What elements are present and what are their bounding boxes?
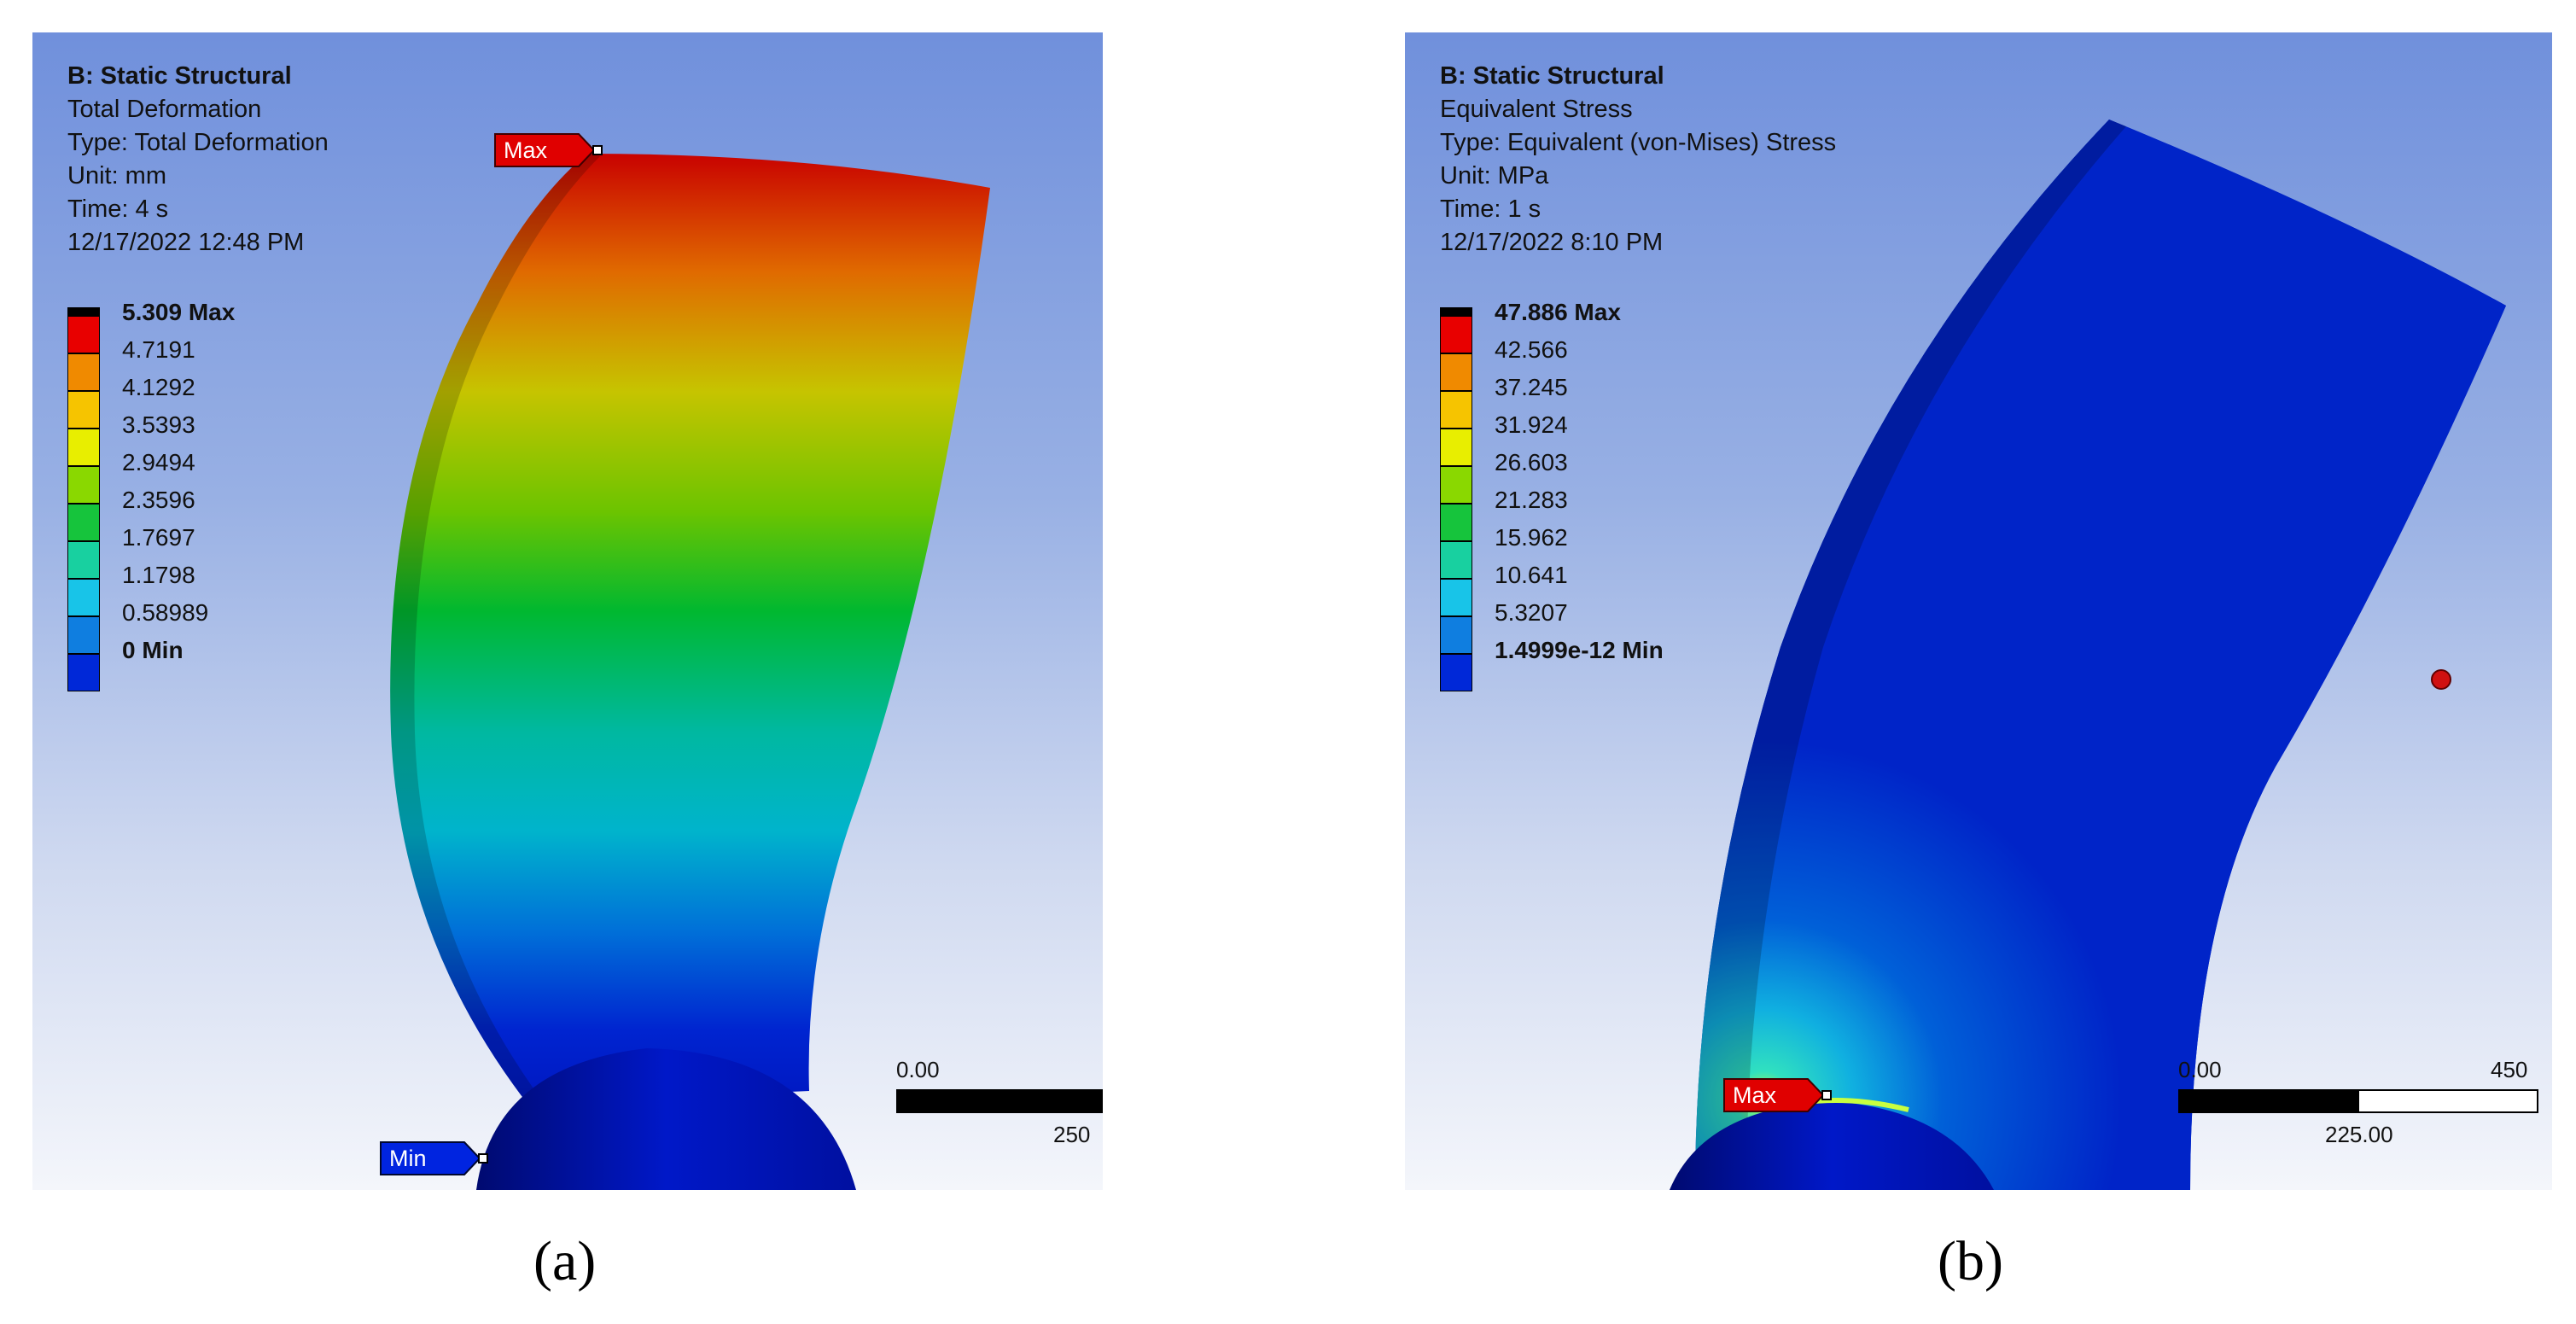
max-tag-label: Max <box>1733 1082 1777 1108</box>
legend-swatch <box>67 353 100 391</box>
legend-cap <box>67 307 100 316</box>
legend-swatch <box>67 541 100 579</box>
legend-swatch <box>1440 429 1472 466</box>
legend-swatch <box>1440 541 1472 579</box>
legend-swatch <box>1440 504 1472 541</box>
result-date: 12/17/2022 8:10 PM <box>1440 229 1664 256</box>
legend-swatch <box>67 504 100 541</box>
result-type: Type: Equivalent (von-Mises) Stress <box>1440 129 1837 156</box>
tag-shape <box>494 133 603 167</box>
min-tag-label: Min <box>389 1146 427 1171</box>
blade-geometry-stress <box>1670 120 2506 1190</box>
result-time: Time: 1 s <box>1440 195 1542 223</box>
legend-swatch <box>67 579 100 616</box>
result-unit: Unit: mm <box>67 162 166 190</box>
result-unit: Unit: MPa <box>1440 162 1549 190</box>
legend-max-label: 47.886 Max <box>1495 299 1621 325</box>
hub <box>476 1048 856 1190</box>
legend-level-label: 10.641 <box>1495 562 1568 588</box>
legend-swatch <box>1440 579 1472 616</box>
legend-level-label: 26.603 <box>1495 449 1568 475</box>
legend-min-label: 0 Min <box>122 637 184 663</box>
result-info: B: Static Structural Total Deformation T… <box>67 60 329 260</box>
result-name: Equivalent Stress <box>1440 96 1633 123</box>
result-time: Time: 4 s <box>67 195 169 223</box>
legend-level-label: 37.245 <box>1495 374 1568 400</box>
legend-level-label: 1.1798 <box>122 562 195 588</box>
legend-swatch <box>1440 466 1472 504</box>
scale-start: 0.00 <box>896 1057 940 1082</box>
legend-level-label: 31.924 <box>1495 411 1568 438</box>
legend-level-label: 4.1292 <box>122 374 195 400</box>
legend-swatch <box>67 429 100 466</box>
legend-level-label: 2.9494 <box>122 449 195 475</box>
legend-level-label: 5.3207 <box>1495 599 1568 626</box>
scale-end: 250 <box>1053 1122 1091 1147</box>
analysis-title: B: Static Structural <box>1440 62 1664 90</box>
scale-bar: 0.00 250 <box>896 1057 1103 1159</box>
scale-mid: 225.00 <box>2325 1122 2393 1147</box>
max-tag-label: Max <box>504 137 548 163</box>
legend-level-label: 3.5393 <box>122 411 195 438</box>
legend-swatch <box>67 616 100 654</box>
blade-body <box>390 154 991 1104</box>
result-type: Type: Total Deformation <box>67 129 329 156</box>
max-probe-tag[interactable]: Max <box>493 132 603 168</box>
legend-max-label: 5.309 Max <box>122 299 236 325</box>
caption-a: (a) <box>533 1230 597 1292</box>
scale-bar: 0.00 450 225.00 <box>2178 1057 2545 1159</box>
legend-swatch <box>1440 616 1472 654</box>
legend-level-label: 1.7697 <box>122 524 195 551</box>
scale-bar-segment-dark <box>2178 1089 2359 1113</box>
blade-geometry-deformation <box>390 154 991 1190</box>
analysis-title: B: Static Structural <box>67 62 292 90</box>
probe-marker <box>2431 669 2451 690</box>
legend-swatch <box>1440 654 1472 691</box>
tag-shape <box>380 1141 488 1175</box>
min-probe-tag[interactable]: Min <box>379 1140 488 1176</box>
legend-swatch <box>67 316 100 353</box>
hub <box>1670 1101 1994 1190</box>
scale-bar-segment <box>896 1089 1103 1113</box>
viewport-equivalent-stress[interactable]: B: Static Structural Equivalent Stress T… <box>1405 32 2552 1190</box>
max-probe-tag[interactable]: Max <box>1722 1077 1832 1113</box>
legend-level-label: 21.283 <box>1495 487 1568 513</box>
caption-b: (b) <box>1938 1230 2003 1292</box>
legend-level-label: 0.58989 <box>122 599 209 626</box>
legend-level-label: 15.962 <box>1495 524 1568 551</box>
legend-level-label: 42.566 <box>1495 336 1568 363</box>
result-date: 12/17/2022 12:48 PM <box>67 229 305 256</box>
scale-end: 450 <box>2491 1057 2528 1082</box>
legend-swatch <box>1440 316 1472 353</box>
legend-swatch <box>67 466 100 504</box>
legend-swatch <box>67 391 100 429</box>
legend-swatch <box>1440 353 1472 391</box>
legend-cap <box>1440 307 1472 316</box>
result-info: B: Static Structural Equivalent Stress T… <box>1440 60 1836 260</box>
tag-shape <box>1723 1078 1832 1112</box>
legend-swatch <box>67 654 100 691</box>
legend-level-label: 2.3596 <box>122 487 195 513</box>
legend-min-label: 1.4999e-12 Min <box>1495 637 1664 663</box>
viewport-total-deformation[interactable]: B: Static Structural Total Deformation T… <box>32 32 1103 1190</box>
scale-start: 0.00 <box>2178 1057 2222 1082</box>
scale-bar-segment-light <box>2357 1089 2538 1113</box>
legend-swatch <box>1440 391 1472 429</box>
result-name: Total Deformation <box>67 96 262 123</box>
legend-level-label: 4.7191 <box>122 336 195 363</box>
